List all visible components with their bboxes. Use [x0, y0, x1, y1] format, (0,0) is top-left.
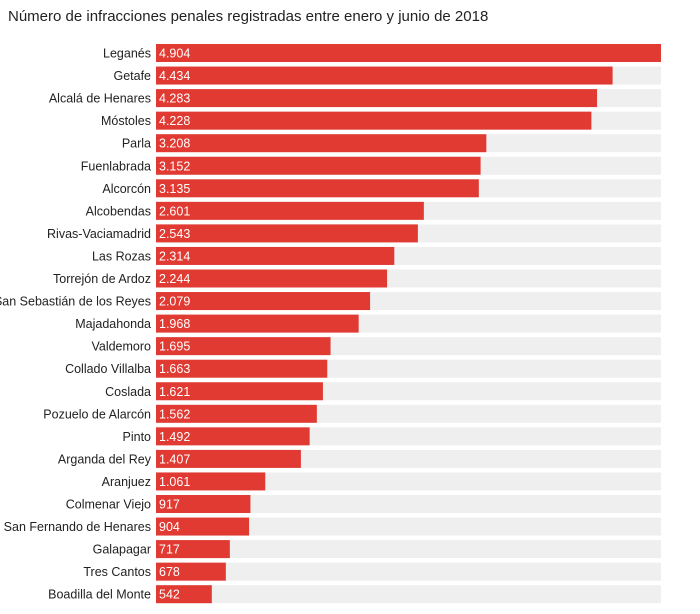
value-label: 4.283 — [159, 92, 190, 106]
value-label: 1.562 — [159, 407, 190, 421]
bar-track — [156, 472, 661, 491]
value-label: 1.663 — [159, 362, 190, 376]
category-label: Alcorcón — [102, 182, 151, 196]
value-label: 3.152 — [159, 159, 190, 173]
value-label: 2.314 — [159, 249, 190, 263]
bar — [156, 111, 592, 130]
bar — [156, 495, 251, 513]
value-label: 1.407 — [159, 452, 190, 466]
category-label: Alcobendas — [86, 204, 151, 218]
value-label: 3.135 — [159, 182, 190, 196]
bar — [156, 562, 226, 581]
category-label: San Sebastián de los Reyes — [0, 295, 151, 309]
value-label: 542 — [159, 588, 180, 602]
bar — [156, 134, 487, 153]
value-label: 4.434 — [159, 69, 190, 83]
bar — [156, 359, 328, 378]
category-label: Tres Cantos — [83, 565, 151, 579]
value-label: 1.621 — [159, 385, 190, 399]
value-label: 4.904 — [159, 47, 190, 61]
bar — [156, 269, 388, 288]
bar — [156, 517, 250, 536]
value-label: 1.968 — [159, 317, 190, 331]
bar — [156, 427, 310, 446]
category-label: Torrejón de Ardoz — [53, 272, 151, 286]
bar — [156, 89, 598, 108]
category-label: Majadahonda — [75, 317, 151, 331]
bar — [156, 224, 418, 243]
bar — [156, 382, 323, 401]
bar — [156, 540, 230, 559]
value-label: 2.244 — [159, 272, 190, 286]
value-label: 4.228 — [159, 114, 190, 128]
category-label: Collado Villalba — [65, 362, 151, 376]
value-label: 917 — [159, 498, 180, 512]
chart-title: Número de infracciones penales registrad… — [8, 8, 489, 25]
bar — [156, 472, 266, 491]
bar-track — [156, 517, 661, 536]
value-label: 717 — [159, 543, 180, 557]
bar-track — [156, 585, 661, 604]
value-label: 2.079 — [159, 295, 190, 309]
bar — [156, 179, 479, 198]
category-label: Colmenar Viejo — [66, 498, 151, 512]
category-label: Leganés — [103, 47, 151, 61]
value-label: 2.601 — [159, 204, 190, 218]
bar — [156, 404, 317, 423]
category-label: San Fernando de Henares — [4, 520, 151, 534]
category-label: Valdemoro — [91, 340, 151, 354]
category-label: Arganda del Rey — [58, 452, 152, 466]
bar-track — [156, 540, 661, 559]
category-label: Pozuelo de Alarcón — [43, 407, 151, 421]
value-label: 1.695 — [159, 340, 190, 354]
bar — [156, 156, 481, 175]
category-label: Parla — [122, 137, 151, 151]
category-label: Fuenlabrada — [81, 159, 151, 173]
bar — [156, 292, 371, 311]
category-label: Rivas-Vaciamadrid — [47, 227, 151, 241]
bar-track — [156, 495, 661, 513]
category-label: Getafe — [113, 69, 151, 83]
category-label: Boadilla del Monte — [48, 588, 151, 602]
category-label: Coslada — [105, 385, 151, 399]
bar — [156, 314, 359, 333]
bar — [156, 246, 395, 265]
bar — [156, 585, 212, 604]
category-label: Móstoles — [101, 114, 151, 128]
bar — [156, 44, 661, 62]
category-label: Pinto — [123, 430, 152, 444]
bar — [156, 66, 613, 85]
category-label: Alcalá de Henares — [49, 92, 151, 106]
bar — [156, 449, 301, 468]
category-label: Aranjuez — [102, 475, 151, 489]
value-label: 678 — [159, 565, 180, 579]
bar-track — [156, 562, 661, 581]
bar — [156, 201, 424, 220]
value-label: 1.492 — [159, 430, 190, 444]
value-label: 1.061 — [159, 475, 190, 489]
value-label: 904 — [159, 520, 180, 534]
value-label: 2.543 — [159, 227, 190, 241]
value-label: 3.208 — [159, 137, 190, 151]
category-label: Galapagar — [93, 543, 151, 557]
category-label: Las Rozas — [92, 249, 151, 263]
bar — [156, 337, 331, 356]
